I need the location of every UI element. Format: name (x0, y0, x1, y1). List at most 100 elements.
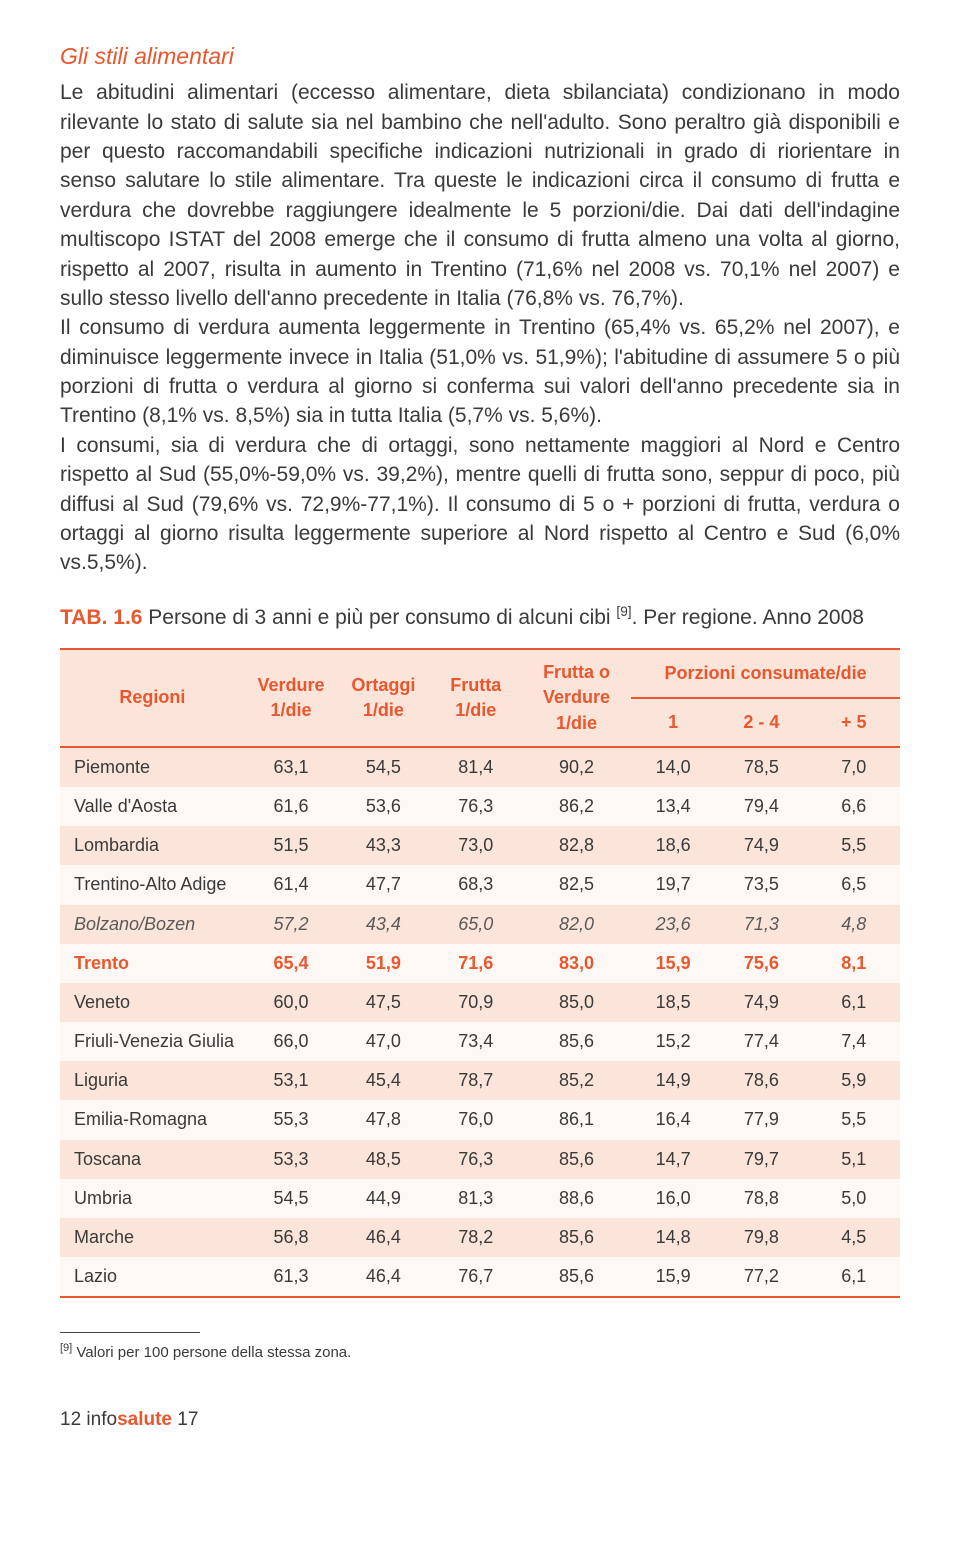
footnote-text: Valori per 100 persone della stessa zona… (72, 1344, 351, 1361)
table-caption-text: Persone di 3 anni e più per consumo di a… (142, 606, 616, 629)
cell-value: 19,7 (631, 865, 715, 904)
cell-value: 47,0 (337, 1022, 429, 1061)
table-row: Toscana53,348,576,385,614,779,75,1 (60, 1140, 900, 1179)
cell-region: Marche (60, 1218, 245, 1257)
cell-value: 63,1 (245, 747, 337, 787)
cell-value: 23,6 (631, 905, 715, 944)
section-body: Le abitudini alimentari (eccesso aliment… (60, 78, 900, 578)
cell-value: 14,8 (631, 1218, 715, 1257)
section-title: Gli stili alimentari (60, 40, 900, 72)
cell-value: 85,6 (522, 1022, 631, 1061)
th-frutta-o-verdure: Frutta oVerdure1/die (522, 650, 631, 747)
th-porz-5: + 5 (808, 698, 900, 747)
th-ortaggi: Ortaggi1/die (337, 650, 429, 747)
cell-region: Friuli-Venezia Giulia (60, 1022, 245, 1061)
cell-value: 70,9 (430, 983, 522, 1022)
table-row: Marche56,846,478,285,614,879,84,5 (60, 1218, 900, 1257)
cell-value: 77,9 (715, 1100, 807, 1139)
cell-value: 53,1 (245, 1061, 337, 1100)
table-row: Liguria53,145,478,785,214,978,65,9 (60, 1061, 900, 1100)
cell-value: 82,0 (522, 905, 631, 944)
cell-value: 44,9 (337, 1179, 429, 1218)
page-number: 12 (60, 1409, 81, 1430)
cell-value: 60,0 (245, 983, 337, 1022)
cell-region: Umbria (60, 1179, 245, 1218)
cell-value: 5,0 (808, 1179, 900, 1218)
cell-value: 86,1 (522, 1100, 631, 1139)
cell-region: Trento (60, 944, 245, 983)
cell-value: 4,5 (808, 1218, 900, 1257)
table-row: Trentino-Alto Adige61,447,768,382,519,77… (60, 865, 900, 904)
cell-value: 61,4 (245, 865, 337, 904)
cell-value: 79,8 (715, 1218, 807, 1257)
cell-value: 71,3 (715, 905, 807, 944)
page-footer: 12 infosalute 17 (60, 1407, 900, 1434)
cell-value: 18,6 (631, 826, 715, 865)
cell-region: Veneto (60, 983, 245, 1022)
table-row: Bolzano/Bozen57,243,465,082,023,671,34,8 (60, 905, 900, 944)
cell-value: 54,5 (337, 747, 429, 787)
cell-value: 78,8 (715, 1179, 807, 1218)
cell-region: Emilia-Romagna (60, 1100, 245, 1139)
cell-value: 90,2 (522, 747, 631, 787)
table-caption: TAB. 1.6 Persone di 3 anni e più per con… (60, 602, 900, 632)
cell-region: Toscana (60, 1140, 245, 1179)
cell-value: 48,5 (337, 1140, 429, 1179)
cell-value: 73,0 (430, 826, 522, 865)
cell-value: 47,7 (337, 865, 429, 904)
cell-value: 61,6 (245, 787, 337, 826)
cell-value: 4,8 (808, 905, 900, 944)
cell-value: 65,4 (245, 944, 337, 983)
cell-value: 73,4 (430, 1022, 522, 1061)
cell-value: 82,8 (522, 826, 631, 865)
cell-value: 75,6 (715, 944, 807, 983)
cell-value: 13,4 (631, 787, 715, 826)
cell-value: 55,3 (245, 1100, 337, 1139)
cell-value: 57,2 (245, 905, 337, 944)
cell-value: 79,4 (715, 787, 807, 826)
footer-salute: salute (117, 1409, 172, 1430)
cell-value: 85,6 (522, 1218, 631, 1257)
cell-value: 78,2 (430, 1218, 522, 1257)
cell-value: 47,5 (337, 983, 429, 1022)
th-verdure: Verdure1/die (245, 650, 337, 747)
cell-value: 16,4 (631, 1100, 715, 1139)
cell-value: 76,3 (430, 1140, 522, 1179)
cell-value: 14,9 (631, 1061, 715, 1100)
cell-value: 74,9 (715, 826, 807, 865)
cell-value: 85,6 (522, 1257, 631, 1296)
cell-value: 77,4 (715, 1022, 807, 1061)
cell-value: 53,3 (245, 1140, 337, 1179)
table-row: Lazio61,346,476,785,615,977,26,1 (60, 1257, 900, 1296)
cell-value: 54,5 (245, 1179, 337, 1218)
cell-value: 81,3 (430, 1179, 522, 1218)
cell-region: Piemonte (60, 747, 245, 787)
cell-region: Valle d'Aosta (60, 787, 245, 826)
cell-value: 51,9 (337, 944, 429, 983)
cell-region: Bolzano/Bozen (60, 905, 245, 944)
cell-value: 6,1 (808, 983, 900, 1022)
cell-value: 43,4 (337, 905, 429, 944)
cell-value: 76,3 (430, 787, 522, 826)
cell-value: 78,6 (715, 1061, 807, 1100)
table-row: Veneto60,047,570,985,018,574,96,1 (60, 983, 900, 1022)
cell-value: 74,9 (715, 983, 807, 1022)
cell-value: 14,0 (631, 747, 715, 787)
cell-value: 46,4 (337, 1218, 429, 1257)
cell-value: 86,2 (522, 787, 631, 826)
cell-value: 5,5 (808, 826, 900, 865)
cell-value: 79,7 (715, 1140, 807, 1179)
table-row: Friuli-Venezia Giulia66,047,073,485,615,… (60, 1022, 900, 1061)
cell-value: 81,4 (430, 747, 522, 787)
footer-issue: 17 (172, 1409, 198, 1430)
cell-value: 53,6 (337, 787, 429, 826)
cell-value: 85,6 (522, 1140, 631, 1179)
cell-value: 43,3 (337, 826, 429, 865)
th-porz-2-4: 2 - 4 (715, 698, 807, 747)
cell-value: 85,2 (522, 1061, 631, 1100)
cell-value: 65,0 (430, 905, 522, 944)
cell-value: 78,5 (715, 747, 807, 787)
cell-region: Lombardia (60, 826, 245, 865)
cell-value: 71,6 (430, 944, 522, 983)
table-row: Piemonte63,154,581,490,214,078,57,0 (60, 747, 900, 787)
